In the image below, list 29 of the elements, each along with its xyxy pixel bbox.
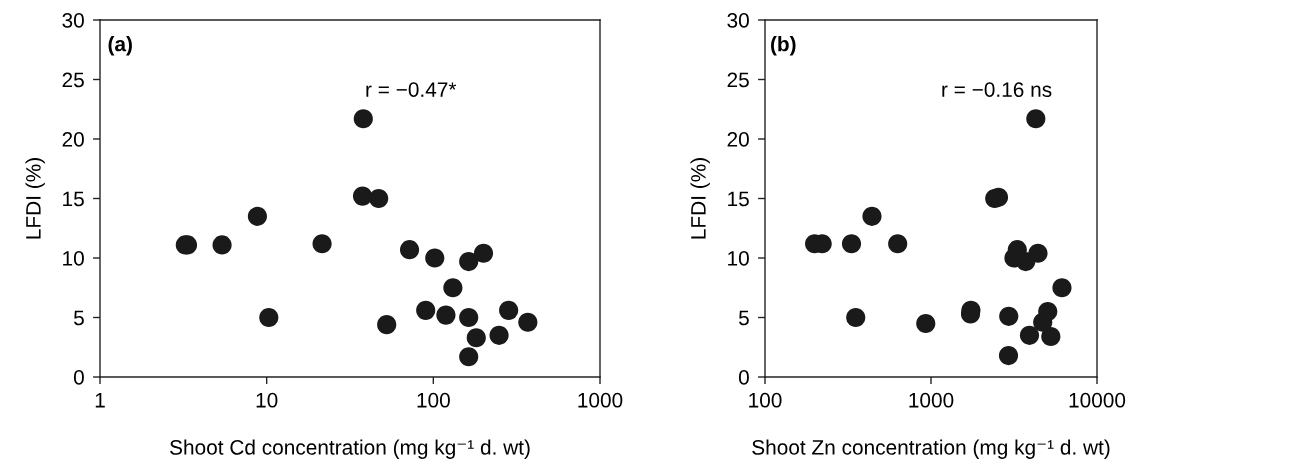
y-tick-label: 20 <box>727 132 749 147</box>
y-tick-label: 25 <box>62 72 84 88</box>
annotation: r = −0.16 ns <box>942 82 1052 97</box>
y-tick-label: 0 <box>738 370 749 385</box>
annotation: (a) <box>108 36 132 56</box>
y-tick-label: 15 <box>728 191 749 207</box>
annotation: (b) <box>771 36 796 56</box>
y-tick-label: 5 <box>738 310 749 326</box>
x-tick-label: 1000 <box>909 392 954 408</box>
x-tick-label: 100 <box>417 392 450 408</box>
x-axis-title: Shoot Zn concentration (mg kg⁻¹ d. wt) <box>752 439 1110 459</box>
x-tick-label: 1 <box>95 393 105 408</box>
y-tick-label: 25 <box>727 72 749 88</box>
y-tick-label: 30 <box>727 13 749 28</box>
x-axis-title: Shoot Cd concentration (mg kg⁻¹ d. wt) <box>170 439 530 459</box>
annotation: r = −0.47* <box>366 82 457 97</box>
y-tick-label: 15 <box>63 191 84 207</box>
y-axis-title: LFDI (%) <box>690 158 710 239</box>
y-tick-label: 5 <box>73 310 84 326</box>
x-tick-label: 1000 <box>578 392 623 408</box>
x-tick-label: 10000 <box>1069 392 1126 408</box>
x-tick-label: 10 <box>256 392 278 408</box>
y-tick-label: 10 <box>728 251 749 266</box>
y-tick-label: 30 <box>62 13 84 28</box>
y-tick-label: 20 <box>62 132 84 147</box>
y-tick-label: 10 <box>63 251 84 266</box>
y-tick-label: 0 <box>73 370 84 385</box>
y-axis-title: LFDI (%) <box>25 158 45 239</box>
x-tick-label: 100 <box>749 392 782 408</box>
